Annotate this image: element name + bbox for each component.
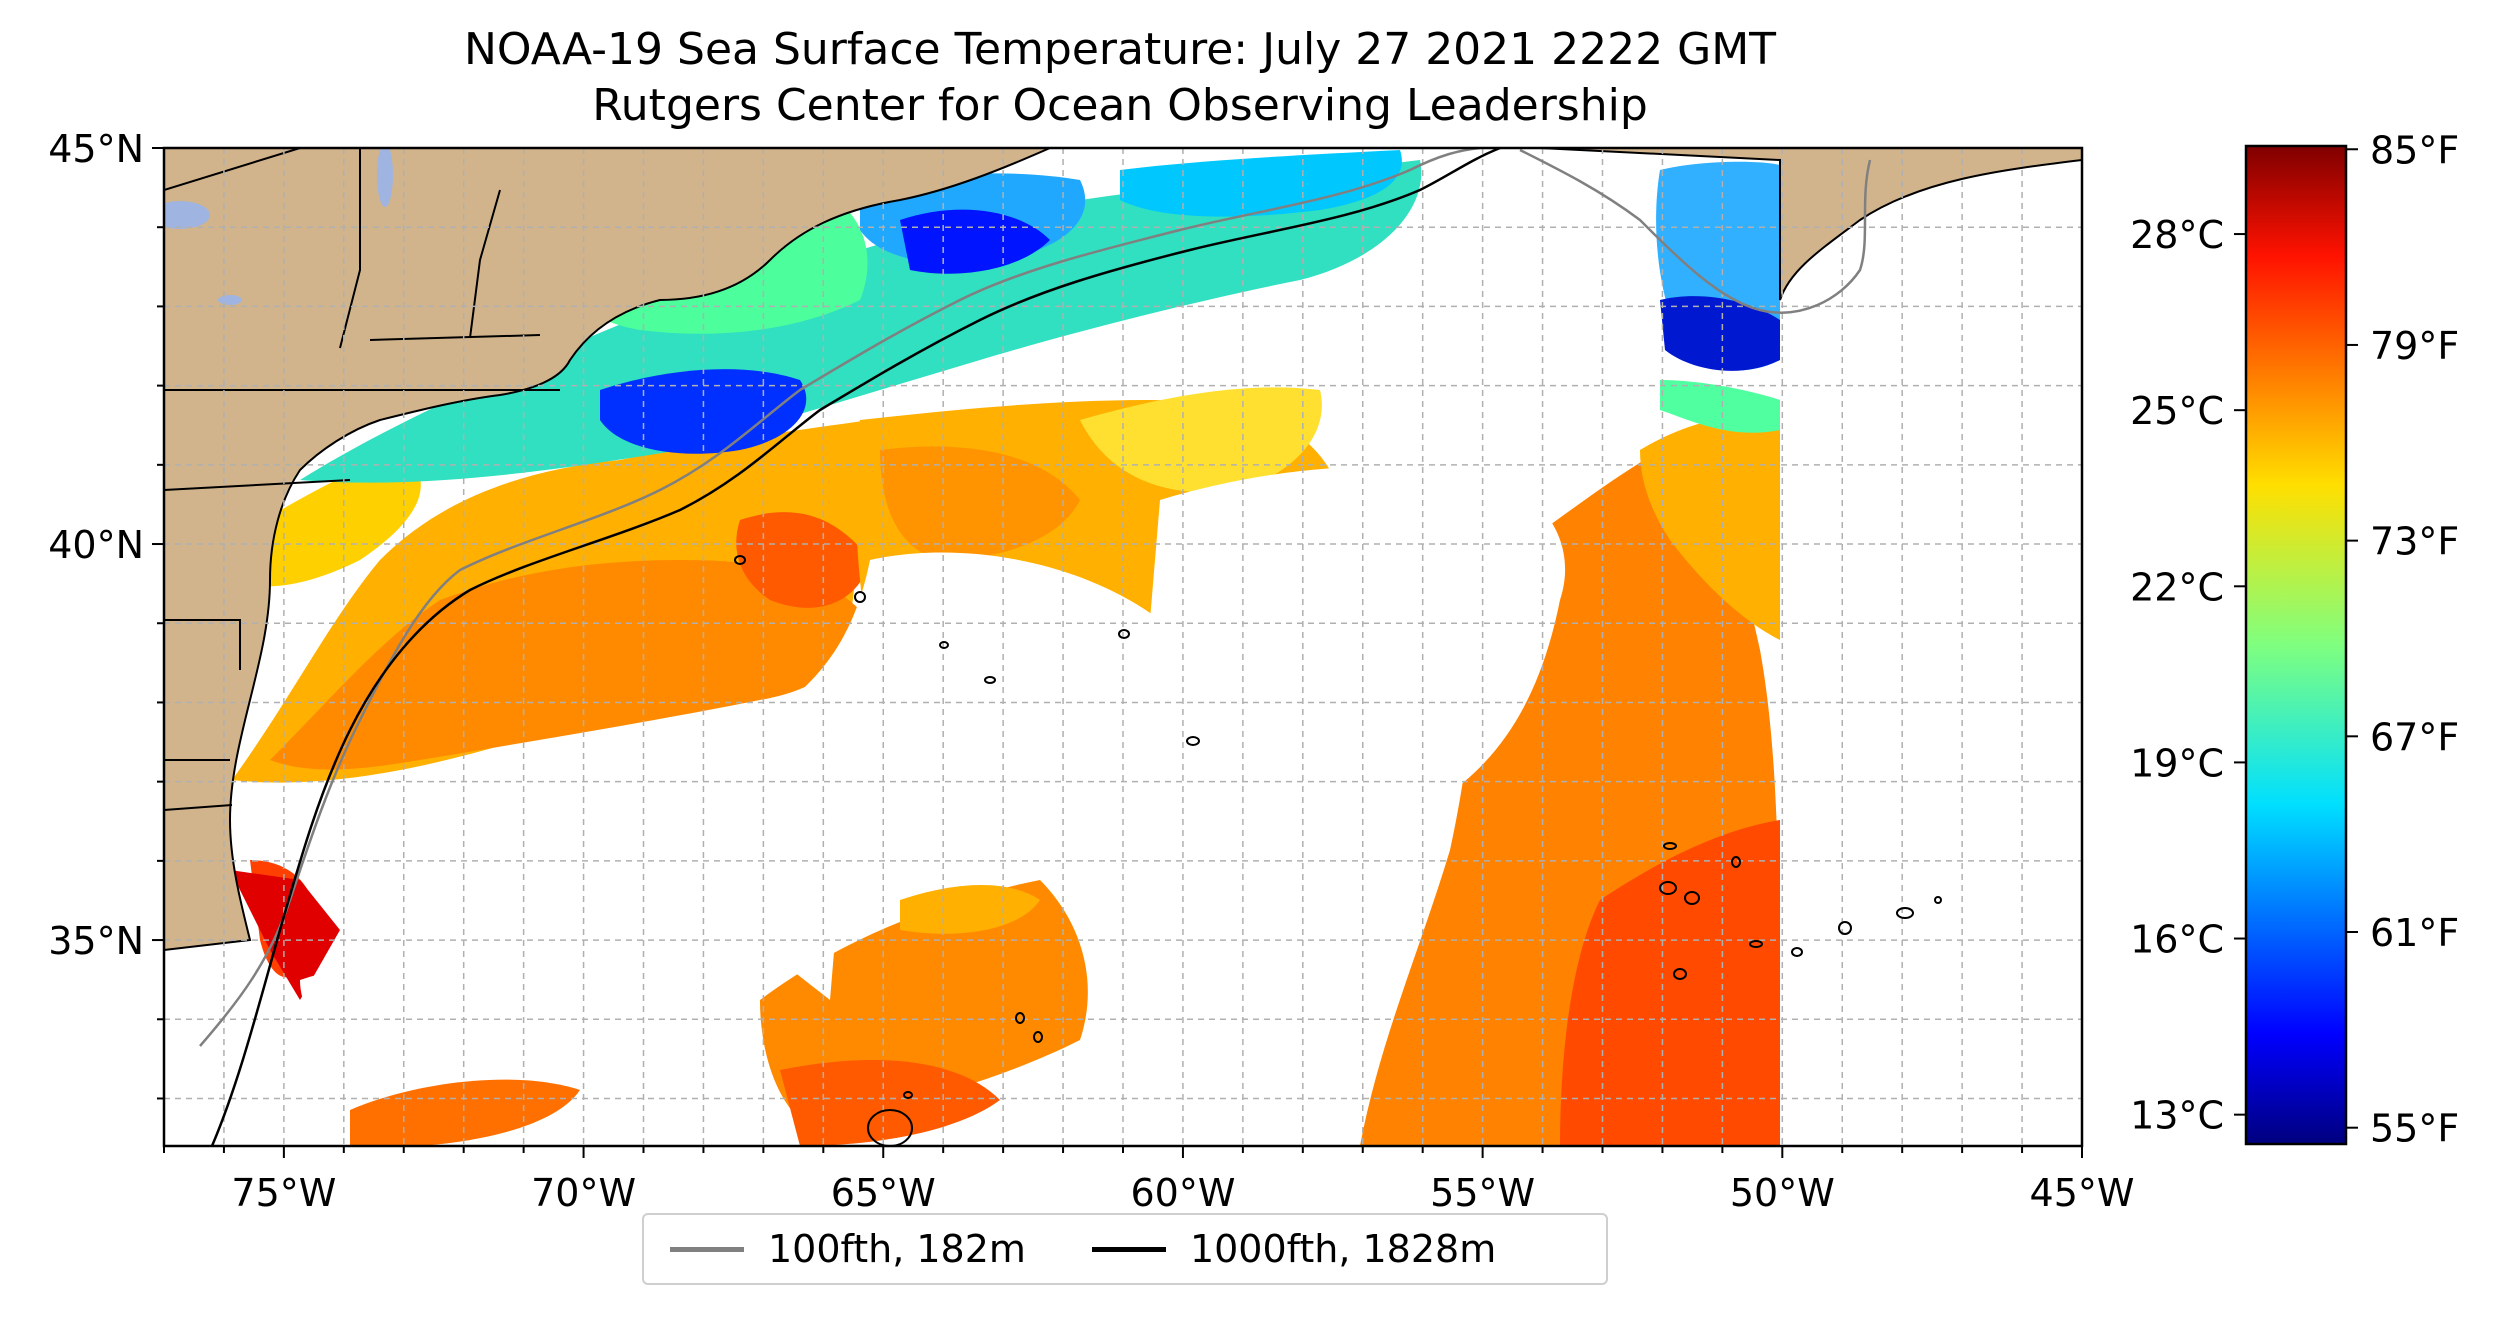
lon-tick-label: 45°W [2030, 1171, 2135, 1215]
legend-swatch-1000fth [1091, 1246, 1166, 1252]
latitude-axis: 45°N 40°N 35°N [48, 127, 164, 1100]
chart-subtitle: Rutgers Center for Ocean Observing Leade… [592, 80, 1648, 131]
celsius-tick-label: 22°C [2130, 565, 2224, 609]
lat-tick-label: 35°N [48, 919, 144, 963]
legend-swatch-100fth [670, 1246, 744, 1252]
colorbar-fahrenheit-axis: 85°F 79°F 73°F 67°F 61°F 55°F [2346, 128, 2459, 1151]
lakes [164, 148, 393, 305]
colorbar-celsius-axis: 28°C 25°C 22°C 19°C 16°C 13°C [2130, 213, 2246, 1138]
isobath-100fth-east [1519, 148, 1872, 314]
fahrenheit-tick-label: 79°F [2370, 324, 2459, 368]
cloud-mask [300, 148, 2082, 1146]
legend-item-100fth: 100fth, 182m [670, 1227, 1026, 1271]
legend-label-100fth: 100fth, 182m [768, 1227, 1026, 1271]
celsius-tick-label: 19°C [2130, 741, 2224, 785]
fahrenheit-tick-label: 61°F [2370, 911, 2459, 955]
celsius-tick-label: 13°C [2130, 1094, 2224, 1138]
lon-tick-label: 75°W [231, 1171, 336, 1215]
longitude-axis: 75°W 70°W 65°W 60°W 55°W 50°W 45°W [163, 1146, 2135, 1215]
lat-tick-label: 40°N [48, 523, 144, 567]
fahrenheit-tick-label: 55°F [2370, 1107, 2459, 1151]
lon-tick-label: 70°W [531, 1171, 636, 1215]
legend: 100fth, 182m 1000fth, 1828m [642, 1213, 1608, 1285]
lon-tick-label: 55°W [1430, 1171, 1535, 1215]
land [164, 148, 2082, 952]
lon-tick-label: 50°W [1730, 1171, 1835, 1215]
lon-tick-label: 65°W [831, 1171, 936, 1215]
colorbar: 28°C 25°C 22°C 19°C 16°C 13°C 85°F 79°F 73°F 67°… [2130, 128, 2459, 1150]
legend-label-1000fth: 1000fth, 1828m [1189, 1227, 1497, 1271]
lat-tick-label: 45°N [48, 127, 144, 171]
chart-title: NOAA-19 Sea Surface Temperature: July 27… [463, 24, 1777, 75]
isobath-100fth [199, 148, 1481, 1047]
celsius-tick-label: 16°C [2130, 918, 2224, 962]
seamount-contours [734, 555, 1942, 1146]
fahrenheit-tick-label: 85°F [2370, 128, 2459, 172]
colorbar-gradient [2244, 144, 2348, 1146]
gridlines [164, 148, 2082, 1146]
state-borders [164, 148, 560, 811]
legend-item-1000fth: 1000fth, 1828m [1091, 1227, 1497, 1271]
fahrenheit-tick-label: 67°F [2370, 715, 2459, 759]
fahrenheit-tick-label: 73°F [2370, 520, 2459, 564]
celsius-tick-label: 25°C [2130, 389, 2224, 433]
isobath-1000fth [210, 148, 1501, 1146]
lon-tick-label: 60°W [1130, 1171, 1235, 1215]
plot-area [164, 148, 2082, 1146]
celsius-tick-label: 28°C [2130, 213, 2224, 257]
